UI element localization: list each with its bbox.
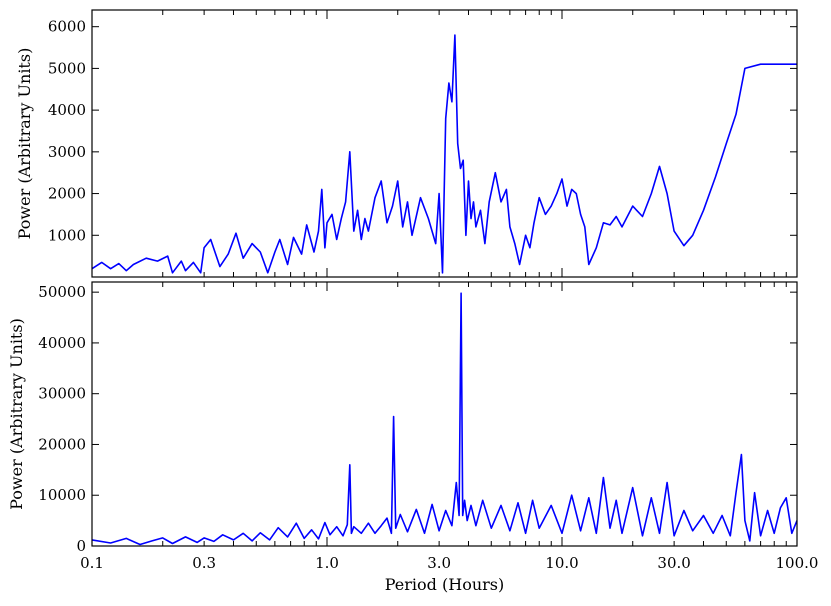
bot-y-tick-label: 30000	[38, 385, 86, 403]
x-axis-label: Period (Hours)	[385, 575, 504, 594]
bot-y-tick-label: 10000	[38, 486, 86, 504]
top-series-line	[91, 34, 797, 274]
top-y-tick-label: 6000	[48, 18, 86, 36]
bot-y-tick-label: 40000	[38, 334, 86, 352]
top-y-ticks: 1000 2000 3000 4000 5000 6000	[48, 18, 797, 244]
bottom-panel: 0 10000 20000 30000 40000 50000 0.1 0.3 1.0 3.0 1…	[7, 281, 818, 572]
top-y-axis-label: Power (Arbitrary Units)	[15, 48, 34, 240]
x-tick-label: 0.1	[80, 554, 104, 572]
bottom-y-ticks: 0 10000 20000 30000 40000 50000	[38, 283, 797, 555]
x-tick-label: 30.0	[657, 554, 690, 572]
x-tick-label: 3.0	[427, 554, 451, 572]
top-y-tick-label: 5000	[48, 59, 86, 77]
x-tick-label: 10.0	[545, 554, 578, 572]
bot-y-tick-label: 50000	[38, 283, 86, 301]
top-y-tick-label: 4000	[48, 101, 86, 119]
bot-y-tick-label: 0	[76, 537, 86, 555]
top-y-tick-label: 3000	[48, 143, 86, 161]
top-plot-frame	[91, 9, 798, 278]
x-tick-label: 1.0	[315, 554, 339, 572]
x-tick-label: 0.3	[192, 554, 216, 572]
top-panel: 1000 2000 3000 4000 5000 6000 Power (Arbitrar…	[15, 9, 798, 278]
bottom-series-line	[91, 292, 798, 546]
top-y-tick-label: 2000	[48, 185, 86, 203]
bottom-plot-frame	[91, 281, 798, 547]
x-tick-label: 100.0	[776, 554, 819, 572]
bottom-x-ticks: 0.1 0.3 1.0 3.0 10.0 30.0 100.0	[80, 282, 818, 572]
bot-y-tick-label: 20000	[38, 435, 86, 453]
bottom-y-axis-label: Power (Arbitrary Units)	[7, 318, 26, 510]
top-y-tick-label: 1000	[48, 226, 86, 244]
